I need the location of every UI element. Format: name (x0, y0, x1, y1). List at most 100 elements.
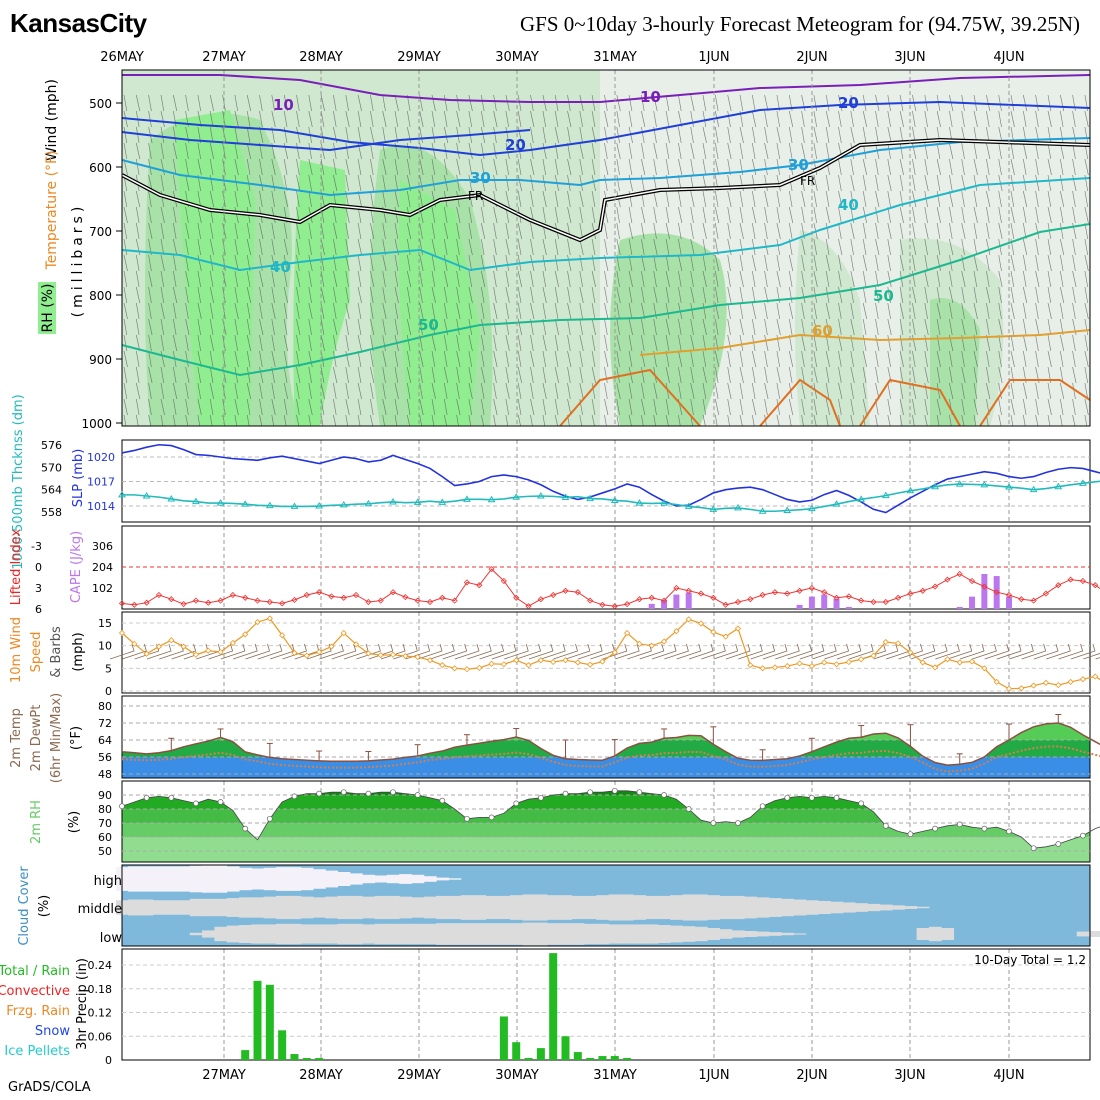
li-point (968, 577, 976, 585)
precip-legend-label: Ice Pellets (4, 1044, 70, 1059)
li-point (1067, 576, 1074, 583)
cloud-cell (891, 905, 905, 910)
cloud-cell (214, 926, 228, 942)
cloud-level-label: high (94, 874, 122, 889)
li-point (192, 597, 199, 604)
wind-speed-point (463, 666, 471, 673)
cloud-cell (177, 900, 191, 915)
li-point (488, 566, 495, 573)
wind-speed-point (1055, 682, 1062, 689)
precip-legend-label: Snow (35, 1024, 70, 1039)
cloud-cell (608, 924, 622, 944)
thickness-point (906, 486, 915, 494)
cloud-cell (312, 924, 326, 944)
cloud-cell (251, 924, 265, 944)
cloud-cell (670, 925, 684, 943)
cloud-cell (657, 895, 671, 920)
temp-frame (121, 695, 1091, 779)
cloud-cell (928, 926, 942, 942)
wind-speed-line (121, 617, 1100, 690)
rh-point (513, 800, 520, 807)
cloud-cell (374, 875, 388, 883)
pressure-tick: 600 (89, 161, 112, 175)
wind-speed-point (932, 664, 939, 671)
cloud-cell (349, 873, 363, 885)
cape-bar (648, 603, 655, 609)
cloud-cell (189, 865, 203, 893)
thickness-point (857, 495, 866, 502)
rh-point (316, 790, 322, 797)
cloud-cell (325, 896, 339, 919)
rh-band (122, 809, 1090, 823)
rh-point (981, 825, 988, 832)
wind-speed-point (1067, 678, 1074, 685)
wind-speed-point (895, 640, 902, 647)
wind-speed-point (488, 660, 495, 667)
wind-speed-point (155, 643, 163, 650)
cloud-cell (202, 898, 215, 917)
bottom-date-label: 31MAY (593, 1068, 637, 1083)
wind-speed-point (611, 649, 618, 656)
rh-point (710, 820, 717, 826)
li-point (845, 593, 852, 600)
surface-wind-barbs (109, 643, 1100, 660)
cloud-cell (448, 895, 462, 920)
li-point (858, 597, 865, 604)
li-point (796, 587, 803, 594)
cloud-cell (165, 866, 178, 892)
rh-point (119, 803, 125, 810)
rh-point (858, 800, 865, 807)
cloud-cell (645, 895, 659, 920)
wind-speed-point (242, 631, 249, 638)
isotherm-label: 50 (873, 287, 894, 305)
wind-speed-point (316, 648, 323, 656)
cloud-cell (756, 897, 770, 918)
cloud-cell (226, 898, 240, 917)
isotherm-label: 40 (270, 258, 291, 276)
li-point (426, 598, 434, 606)
precip-bar (524, 1058, 533, 1060)
cape-bar (673, 594, 680, 609)
cloud-cell (707, 895, 720, 920)
upper-frame (121, 69, 1091, 427)
li-point (1030, 597, 1037, 604)
rh-band (122, 790, 1090, 795)
precip-bar (561, 1036, 570, 1060)
li-point (353, 591, 360, 599)
rh-point (291, 793, 298, 800)
li-point (513, 594, 520, 601)
li-point (759, 591, 766, 599)
cloud-cell (177, 866, 191, 892)
precip-tick: 0.18 (88, 983, 113, 996)
li-point (155, 591, 163, 599)
rh-point (464, 815, 470, 822)
rh-point (414, 792, 421, 798)
cloud-cell (386, 923, 400, 945)
cape-bar (1006, 596, 1012, 609)
li-point (870, 598, 877, 606)
li-point (574, 589, 581, 596)
wind-speed-point (673, 628, 680, 635)
wind-speed-point (968, 658, 976, 665)
precip-tick: 0 (105, 1054, 112, 1067)
precip-bar (623, 1058, 632, 1060)
wind-speed-point (1018, 685, 1025, 692)
li-point (266, 598, 273, 606)
rh-ylabel: RH (%) (40, 284, 56, 333)
cape-bar (981, 574, 988, 609)
thickness-point (142, 492, 151, 499)
li-point (685, 587, 692, 594)
cloud-cell (583, 923, 597, 945)
wind-speed-point (808, 663, 815, 670)
slp-line (121, 443, 1100, 514)
bottom-date-label: 28MAY (299, 1068, 343, 1083)
li-point (402, 594, 409, 601)
precip-bar (499, 1016, 508, 1060)
rh-band (122, 837, 1090, 862)
slp-tick: 1017 (87, 476, 115, 489)
thickness-point (118, 490, 126, 498)
thickness-point (364, 499, 373, 507)
wind-speed-point (353, 641, 360, 648)
thickness-point (586, 494, 595, 502)
pressure-tick: 700 (89, 225, 112, 239)
